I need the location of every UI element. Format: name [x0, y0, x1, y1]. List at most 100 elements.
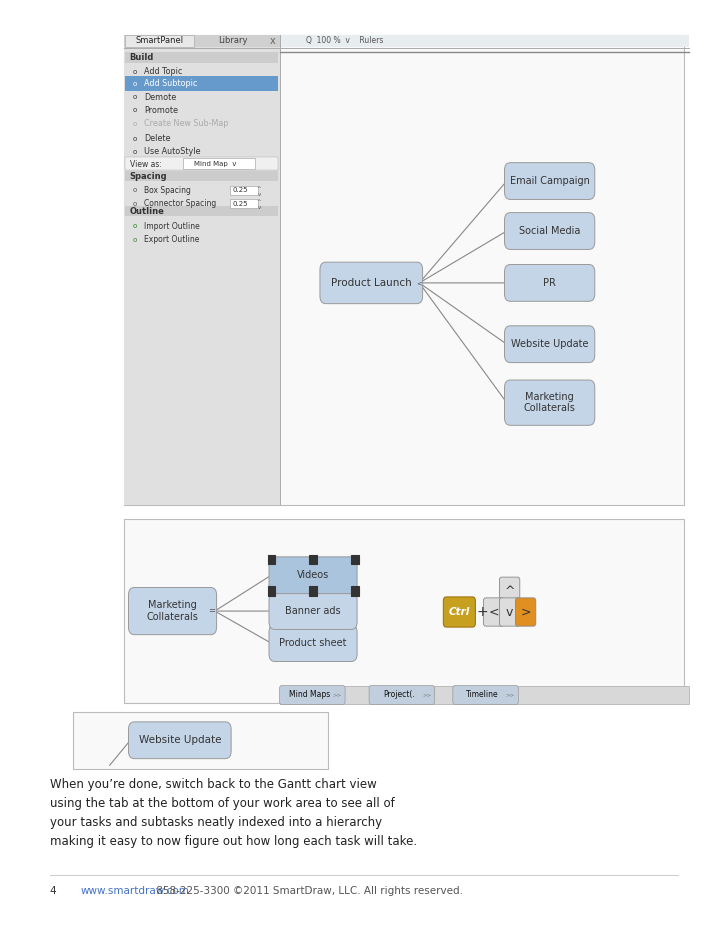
Text: Product sheet: Product sheet [280, 638, 347, 648]
FancyBboxPatch shape [269, 593, 357, 630]
FancyBboxPatch shape [230, 186, 258, 195]
FancyBboxPatch shape [505, 325, 595, 362]
FancyBboxPatch shape [124, 35, 684, 505]
Text: >>: >> [506, 692, 515, 698]
Text: Ctrl: Ctrl [448, 607, 470, 617]
FancyBboxPatch shape [369, 686, 435, 704]
Text: o: o [132, 149, 137, 155]
FancyBboxPatch shape [352, 586, 359, 596]
Text: o: o [132, 201, 137, 207]
Text: Product Launch: Product Launch [331, 278, 411, 288]
Text: <: < [488, 605, 499, 619]
Text: Mind Maps: Mind Maps [289, 690, 330, 700]
Text: View as:: View as: [130, 159, 162, 169]
Text: Add Subtopic: Add Subtopic [144, 79, 197, 89]
FancyBboxPatch shape [128, 722, 232, 758]
Text: Marketing
Collaterals: Marketing Collaterals [146, 601, 199, 621]
FancyBboxPatch shape [124, 519, 684, 703]
Text: Videos: Videos [297, 571, 329, 580]
FancyBboxPatch shape [280, 35, 689, 47]
Text: Email Campaign: Email Campaign [510, 176, 590, 186]
Text: +: + [477, 605, 488, 619]
Text: Website Update: Website Update [511, 339, 588, 349]
Text: Banner ads: Banner ads [285, 606, 341, 616]
Text: v: v [506, 605, 513, 619]
FancyBboxPatch shape [505, 162, 595, 199]
Text: Project(.: Project(. [383, 690, 415, 700]
Text: Demote: Demote [144, 92, 176, 102]
Text: o: o [132, 237, 137, 242]
Text: Add Topic: Add Topic [144, 67, 183, 76]
FancyBboxPatch shape [269, 556, 357, 594]
Text: Use AutoStyle: Use AutoStyle [144, 147, 201, 157]
Text: Build: Build [130, 53, 154, 62]
Text: v: v [258, 205, 261, 210]
Text: PR: PR [543, 278, 556, 288]
Text: x: x [270, 36, 276, 45]
FancyBboxPatch shape [124, 35, 280, 505]
FancyBboxPatch shape [505, 380, 595, 425]
Text: >>: >> [422, 692, 431, 698]
Text: Create New Sub-Map: Create New Sub-Map [144, 119, 229, 128]
Text: o: o [132, 223, 137, 229]
Text: Timeline: Timeline [467, 690, 499, 700]
Text: >: > [521, 605, 531, 619]
FancyBboxPatch shape [73, 712, 328, 769]
FancyBboxPatch shape [280, 686, 345, 704]
Text: o: o [132, 136, 137, 141]
Text: o: o [132, 69, 137, 74]
FancyBboxPatch shape [352, 554, 359, 564]
FancyBboxPatch shape [280, 686, 689, 704]
Text: o: o [132, 188, 137, 193]
Text: ^: ^ [257, 186, 261, 191]
FancyBboxPatch shape [125, 206, 278, 216]
FancyBboxPatch shape [320, 262, 422, 304]
FancyBboxPatch shape [505, 264, 595, 301]
Text: Spacing: Spacing [130, 172, 167, 181]
Text: ^: ^ [257, 199, 261, 205]
FancyBboxPatch shape [443, 597, 475, 627]
FancyBboxPatch shape [125, 35, 194, 47]
Text: Library: Library [218, 36, 248, 45]
FancyBboxPatch shape [125, 157, 278, 170]
Text: SmartPanel: SmartPanel [135, 36, 183, 45]
FancyBboxPatch shape [309, 586, 317, 596]
Text: Marketing
Collaterals: Marketing Collaterals [523, 392, 576, 413]
FancyBboxPatch shape [453, 686, 518, 704]
Text: o: o [132, 121, 137, 126]
FancyBboxPatch shape [125, 52, 278, 63]
Text: >>: >> [333, 692, 341, 698]
FancyBboxPatch shape [505, 212, 595, 249]
Text: www.smartdraw.com: www.smartdraw.com [80, 886, 189, 896]
FancyBboxPatch shape [483, 598, 504, 626]
FancyBboxPatch shape [124, 35, 280, 47]
Text: o: o [132, 81, 137, 87]
Text: Q  100 %  v    Rulers: Q 100 % v Rulers [306, 36, 383, 45]
FancyBboxPatch shape [269, 624, 357, 662]
FancyBboxPatch shape [499, 598, 520, 626]
FancyBboxPatch shape [515, 598, 536, 626]
Text: 858-225-3300 ©2011 SmartDraw, LLC. All rights reserved.: 858-225-3300 ©2011 SmartDraw, LLC. All r… [153, 886, 463, 896]
Text: When you’re done, switch back to the Gantt chart view
using the tab at the botto: When you’re done, switch back to the Gan… [50, 778, 416, 848]
Text: Mind Map  v: Mind Map v [194, 161, 236, 167]
Text: 0.25: 0.25 [232, 188, 248, 193]
Text: o: o [132, 94, 137, 100]
Text: Import Outline: Import Outline [144, 222, 200, 231]
Text: v: v [258, 191, 261, 197]
FancyBboxPatch shape [268, 554, 275, 564]
FancyBboxPatch shape [309, 554, 317, 564]
Text: Delete: Delete [144, 134, 170, 143]
FancyBboxPatch shape [230, 199, 258, 208]
FancyBboxPatch shape [499, 577, 520, 605]
FancyBboxPatch shape [183, 158, 255, 169]
Text: Export Outline: Export Outline [144, 235, 199, 244]
FancyBboxPatch shape [268, 586, 275, 596]
Text: Promote: Promote [144, 106, 178, 115]
Text: 4: 4 [50, 886, 56, 896]
Text: ^: ^ [505, 585, 515, 598]
Text: =: = [208, 606, 215, 616]
FancyBboxPatch shape [125, 171, 278, 181]
FancyBboxPatch shape [125, 76, 278, 91]
Text: Social Media: Social Media [519, 226, 580, 236]
Text: Box Spacing: Box Spacing [144, 186, 191, 195]
